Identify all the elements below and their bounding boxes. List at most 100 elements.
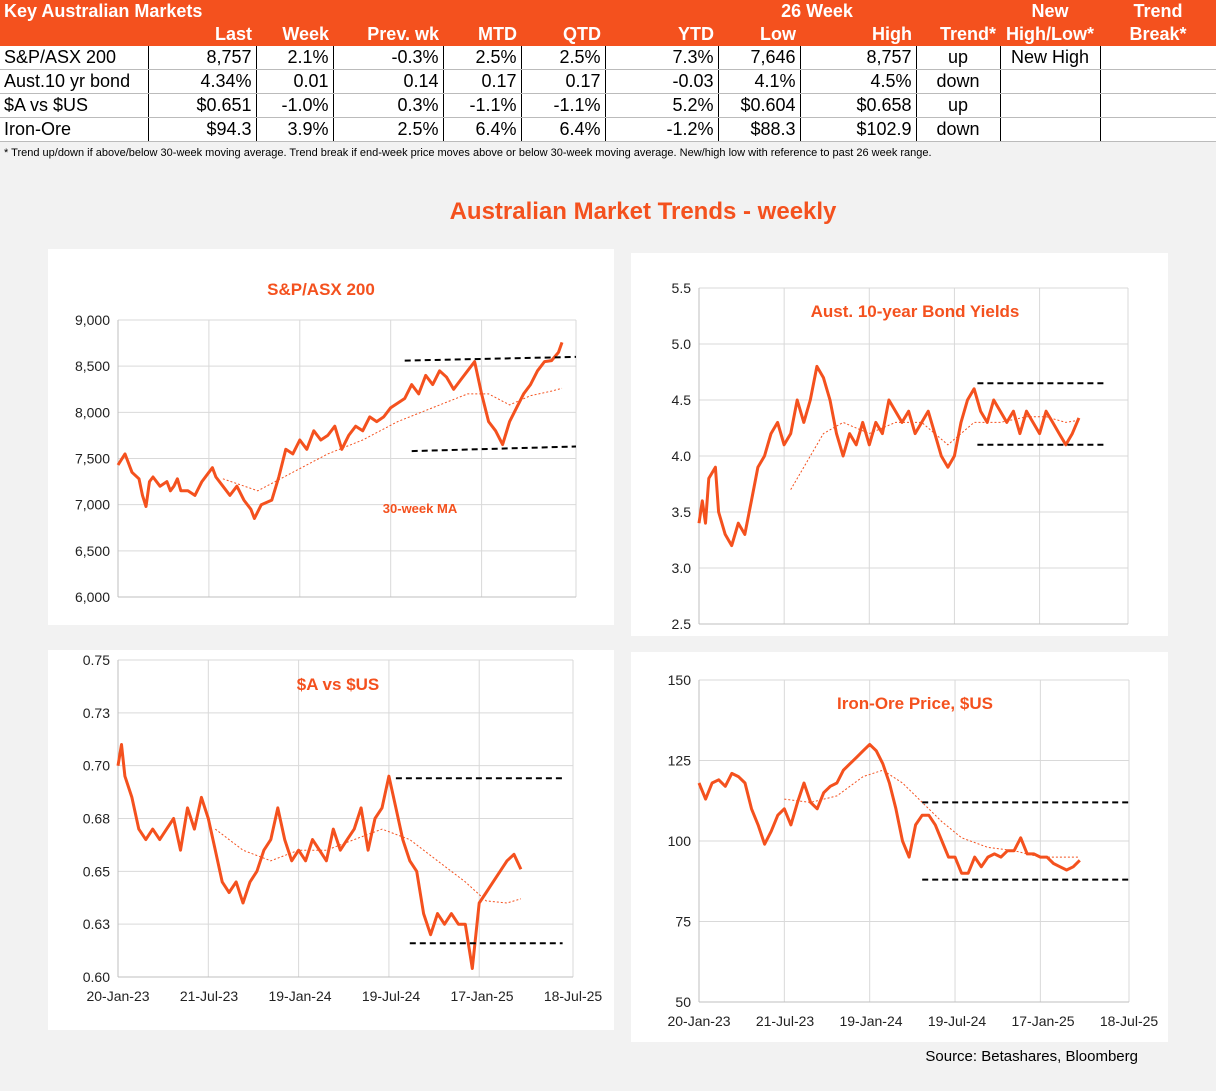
- cell: up: [916, 46, 1001, 70]
- cell: $102.9: [800, 117, 917, 142]
- group-header: 26 Week: [718, 0, 917, 23]
- cell: 2.5%: [521, 46, 606, 70]
- y-tick-label: 100: [668, 833, 692, 849]
- plot-background: [631, 652, 1168, 1042]
- col-header: Week: [256, 23, 334, 46]
- x-tick-label: 20-Jan-23: [667, 1013, 730, 1029]
- y-tick-label: 0.73: [83, 705, 110, 721]
- x-tick-label: 18-Jul-25: [544, 988, 603, 1004]
- cell: 6.4%: [443, 117, 522, 142]
- col-header-trend: Trend: [1100, 0, 1216, 23]
- table-title: Key Australian Markets: [0, 0, 257, 23]
- col-header: Break*: [1100, 23, 1216, 46]
- cell: 0.14: [333, 69, 444, 94]
- y-tick-label: 0.65: [83, 863, 110, 879]
- y-tick-label: 9,000: [75, 312, 110, 328]
- y-tick-label: 150: [668, 672, 692, 688]
- chart-title: $A vs $US: [297, 675, 380, 694]
- cell: 0.3%: [333, 93, 444, 118]
- cell: up: [916, 93, 1001, 118]
- x-tick-label: 17-Jan-25: [450, 988, 513, 1004]
- y-tick-label: 7,500: [75, 451, 110, 467]
- x-tick-label: 21-Jul-23: [180, 988, 239, 1004]
- row-name: Aust.10 yr bond: [0, 69, 149, 94]
- aud-price-line: [116, 743, 523, 970]
- cell: [1100, 117, 1216, 142]
- iron-chart: 50 75 100 125 150 20-Jan-23 21-Jul-23 19-Jan-24…: [631, 652, 1168, 1042]
- cell: [1000, 117, 1101, 142]
- y-tick-label: 3.5: [672, 504, 692, 520]
- cell: down: [916, 117, 1001, 142]
- cell: -1.1%: [443, 93, 522, 118]
- cell: 4.34%: [148, 69, 257, 94]
- asx-chart: 6,000 6,500 7,000 7,500 8,000 8,500 9,000 S&P/A…: [48, 249, 614, 625]
- x-tick-label: 19-Jan-24: [839, 1013, 902, 1029]
- row-name: Iron-Ore: [0, 117, 149, 142]
- bond-svg: 2.5 3.0 3.5 4.0 4.5 5.0 5.5 Aust. 10-year Bond …: [631, 253, 1168, 636]
- cell: 8,757: [800, 46, 917, 70]
- y-tick-label: 125: [668, 753, 692, 769]
- cell: 7,646: [718, 46, 801, 70]
- col-header: YTD: [605, 23, 719, 46]
- cell: [1100, 46, 1216, 70]
- y-tick-label: 0.68: [83, 811, 110, 827]
- bond-price-line: [697, 364, 1081, 548]
- table-row: Iron-Ore $94.3 3.9% 2.5% 6.4% 6.4% -1.2%…: [0, 117, 1216, 142]
- y-tick-label: 7,000: [75, 497, 110, 513]
- x-tick-label: 19-Jan-24: [268, 988, 331, 1004]
- markets-table: Key Australian Markets 26 Week New Trend…: [0, 0, 1216, 142]
- x-tick-label: 17-Jan-25: [1011, 1013, 1074, 1029]
- cell: -1.0%: [256, 93, 334, 118]
- cell: 2.1%: [256, 46, 334, 70]
- cell: 6.4%: [521, 117, 606, 142]
- bond-ma-line: [790, 416, 1079, 490]
- cell: -1.2%: [605, 117, 719, 142]
- asx-price-line: [116, 341, 564, 520]
- y-tick-label: 4.0: [672, 448, 692, 464]
- asx-ma-line: [222, 387, 563, 492]
- iron-price-line: [697, 742, 1081, 875]
- asx-svg: 6,000 6,500 7,000 7,500 8,000 8,500 9,000 S&P/A…: [48, 249, 614, 625]
- col-header: High: [800, 23, 917, 46]
- row-name: S&P/ASX 200: [0, 46, 149, 70]
- col-header: Prev. wk: [333, 23, 444, 46]
- table-row: Aust.10 yr bond 4.34% 0.01 0.14 0.17 0.1…: [0, 69, 1216, 94]
- col-header: Last: [148, 23, 257, 46]
- aud-ma-line: [214, 828, 522, 904]
- chart-title: S&P/ASX 200: [267, 280, 375, 299]
- col-header: MTD: [443, 23, 522, 46]
- cell: 4.5%: [800, 69, 917, 94]
- cell: 0.17: [443, 69, 522, 94]
- chart-title: Iron-Ore Price, $US: [837, 694, 993, 713]
- x-tick-label: 21-Jul-23: [756, 1013, 815, 1029]
- y-tick-label: 5.0: [672, 336, 692, 352]
- cell: $94.3: [148, 117, 257, 142]
- cell: New High: [1000, 46, 1101, 70]
- table-row: S&P/ASX 200 8,757 2.1% -0.3% 2.5% 2.5% 7…: [0, 46, 1216, 70]
- cell: 5.2%: [605, 93, 719, 118]
- col-header-new: New: [1000, 0, 1101, 23]
- y-tick-label: 6,500: [75, 543, 110, 559]
- col-header: QTD: [521, 23, 606, 46]
- ma-annotation: 30-week MA: [383, 501, 458, 516]
- y-tick-label: 75: [675, 914, 691, 930]
- y-tick-label: 0.70: [83, 758, 110, 774]
- cell: 8,757: [148, 46, 257, 70]
- cell: 4.1%: [718, 69, 801, 94]
- y-tick-label: 0.60: [83, 969, 110, 985]
- asx-range_high-line: [404, 355, 577, 362]
- aud-svg: 0.60 0.63 0.65 0.68 0.70 0.73 0.75 20-Jan-23 21-…: [48, 650, 614, 1030]
- x-tick-label: 20-Jan-23: [86, 988, 149, 1004]
- y-tick-label: 0.75: [83, 652, 110, 668]
- cell: $88.3: [718, 117, 801, 142]
- cell: [1100, 93, 1216, 118]
- y-tick-label: 5.5: [672, 280, 692, 296]
- table-footnote: * Trend up/down if above/below 30-week m…: [4, 147, 932, 159]
- y-tick-label: 0.63: [83, 916, 110, 932]
- cell: down: [916, 69, 1001, 94]
- y-tick-label: 8,500: [75, 358, 110, 374]
- cell: $0.658: [800, 93, 917, 118]
- cell: -0.03: [605, 69, 719, 94]
- table-row: $A vs $US $0.651 -1.0% 0.3% -1.1% -1.1% …: [0, 93, 1216, 118]
- cell: [1000, 93, 1101, 118]
